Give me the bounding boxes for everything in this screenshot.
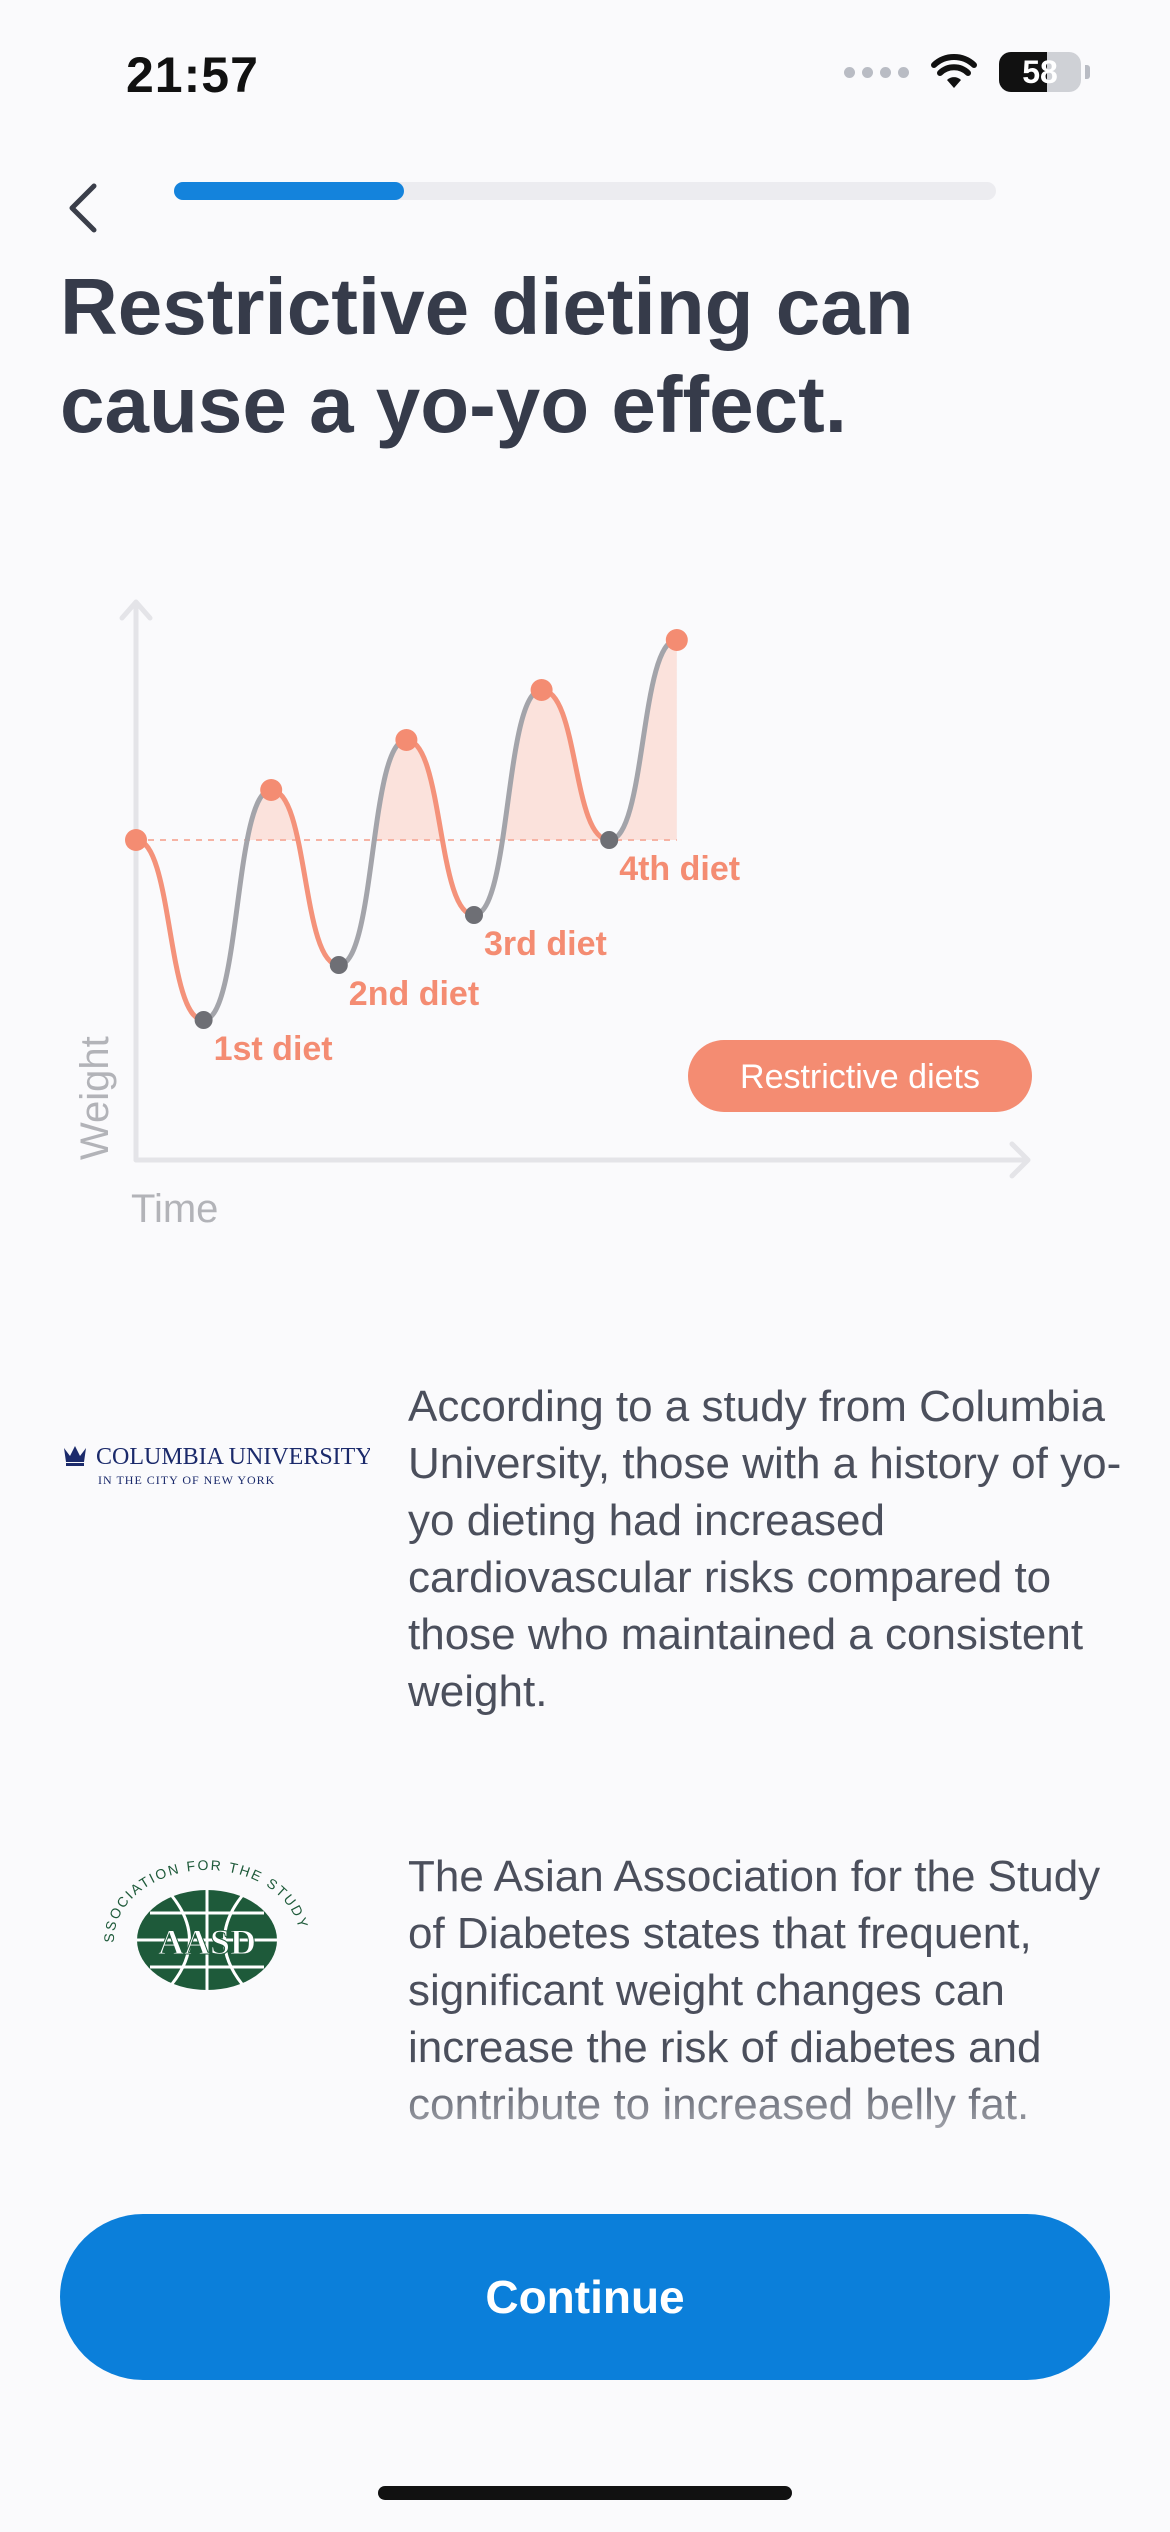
- status-icons: 58: [844, 52, 1090, 92]
- progress-bar-fill: [174, 182, 405, 200]
- legend-label: Restrictive diets: [740, 1058, 980, 1096]
- diet-label: 1st diet: [214, 1030, 333, 1068]
- y-axis: [119, 599, 153, 1163]
- peak-marker: [260, 779, 283, 801]
- columbia-logo-text: COLUMBIA UNIVERSITY: [96, 1444, 370, 1470]
- diet-label: 2nd diet: [349, 975, 479, 1013]
- peak-marker: [665, 629, 688, 651]
- battery-level: 58: [1022, 53, 1058, 90]
- weight-loss-segment: [539, 687, 612, 843]
- battery-tip: [1085, 65, 1090, 79]
- columbia-logo-subtext: IN THE CITY OF NEW YORK: [98, 1473, 275, 1487]
- peak-marker: [125, 829, 147, 851]
- weight-regain-segment: [606, 637, 680, 843]
- weight-regain-segment: [471, 687, 545, 918]
- weight-loss-segment: [133, 837, 207, 1023]
- page-title: Restrictive dieting can cause a yo-yo ef…: [60, 262, 914, 449]
- aasd-logo-icon: THE ASIAN ASSOCIATION FOR THE STUDY OF D…: [92, 1848, 311, 1990]
- x-axis-label: Time: [131, 1187, 218, 1231]
- status-time: 21:57: [126, 47, 259, 103]
- trough-marker: [465, 906, 483, 924]
- home-indicator: [378, 2486, 792, 2500]
- trough-marker: [329, 956, 348, 974]
- weight-regain-segment: [336, 737, 409, 968]
- diet-label: 3rd diet: [484, 925, 607, 963]
- diet-label: 4th diet: [619, 850, 740, 888]
- weight-loss-segment: [403, 737, 477, 918]
- peak-marker: [395, 729, 418, 751]
- peak-marker: [530, 679, 553, 701]
- battery-icon: 58: [999, 52, 1081, 92]
- wifi-icon: [931, 54, 977, 88]
- weight-regain-segment: [201, 787, 274, 1023]
- x-axis: [133, 1141, 1031, 1179]
- columbia-university-logo-icon: COLUMBIA UNIVERSITY IN THE CITY OF NEW Y…: [64, 1444, 370, 1487]
- legend-pill: [688, 1040, 1032, 1112]
- chevron-left-icon[interactable]: [60, 178, 110, 238]
- weight-loss-segment: [268, 787, 342, 968]
- svg-text:AASD: AASD: [158, 1922, 256, 1962]
- signal-dots-icon: [844, 66, 909, 78]
- scroll-fade: [0, 2070, 1170, 2180]
- trough-marker: [194, 1011, 213, 1029]
- source-text-columbia: According to a study from Columbia Unive…: [408, 1382, 1122, 1716]
- y-axis-label: Weight: [73, 1036, 117, 1160]
- progress-bar: [174, 182, 996, 200]
- continue-button[interactable]: Continue: [60, 2214, 1110, 2380]
- trough-marker: [600, 831, 619, 849]
